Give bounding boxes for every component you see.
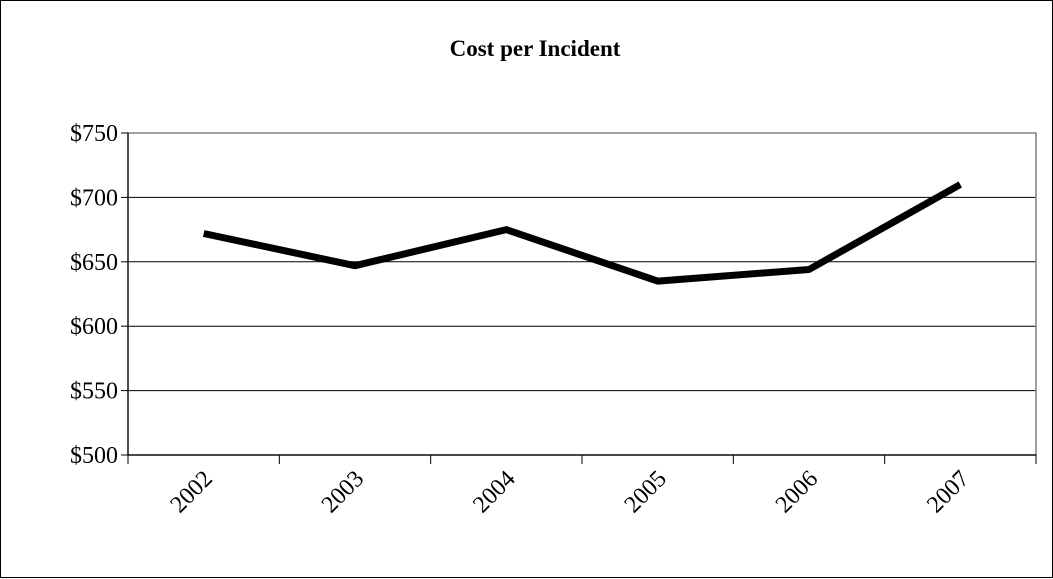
y-tick-label: $600 [70, 314, 118, 340]
x-tick-labels: 2002 2003 2004 2005 2006 2007 [166, 466, 975, 518]
series-line-0 [202, 181, 963, 285]
x-tick-label: 2005 [620, 466, 672, 518]
y-tick-labels: $500 $550 $600 $650 $700 $750 [70, 121, 118, 469]
plot-area-border [127, 132, 1037, 456]
series-layer [202, 181, 963, 285]
gridlines [128, 132, 1036, 392]
y-tick-label: $750 [70, 121, 118, 147]
x-tick-label: 2002 [166, 466, 218, 518]
y-tick-label: $700 [70, 185, 118, 211]
y-tick-label: $500 [70, 443, 118, 469]
axes [121, 132, 1037, 464]
x-tick-label: 2007 [922, 466, 974, 518]
x-tick-label: 2004 [468, 466, 520, 518]
x-tick-label: 2003 [317, 466, 369, 518]
y-tick-label: $650 [70, 250, 118, 276]
chart-title: Cost per Incident [450, 36, 621, 61]
x-tick-label: 2006 [771, 466, 823, 518]
y-tick-label: $550 [70, 379, 118, 405]
